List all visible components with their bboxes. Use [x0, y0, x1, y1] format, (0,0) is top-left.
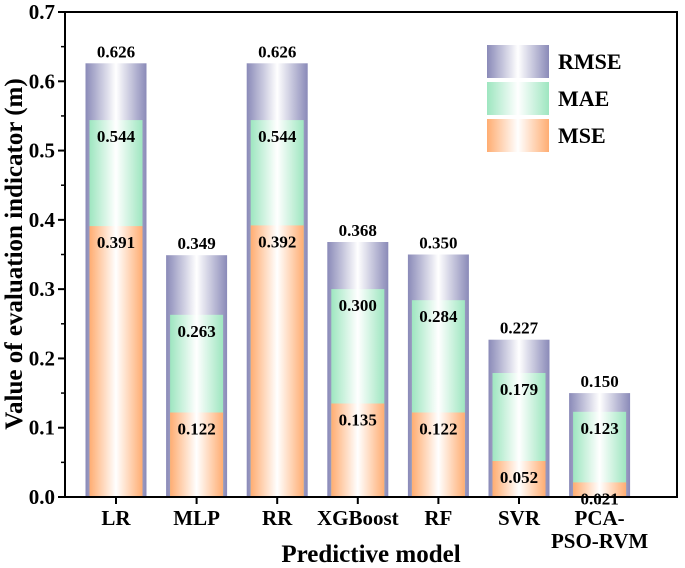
legend-label-rmse: RMSE: [558, 49, 622, 74]
x-tick-label: RR: [262, 506, 293, 530]
value-label-mae-4: 0.284: [419, 307, 458, 326]
bar-mse-1: [170, 412, 224, 497]
y-tick-label: 0.3: [29, 277, 55, 301]
x-tick-label: RF: [424, 506, 452, 530]
x-tick-label: LR: [101, 506, 131, 530]
value-label-mse-2: 0.392: [258, 232, 296, 251]
value-label-mse-0: 0.391: [97, 233, 135, 252]
value-label-rmse-0: 0.626: [97, 42, 135, 61]
bar-mse-4: [411, 412, 465, 497]
bar-mse-3: [331, 403, 385, 497]
value-label-rmse-1: 0.349: [177, 234, 215, 253]
bar-mse-5: [492, 461, 546, 497]
legend-label-mse: MSE: [558, 123, 606, 148]
x-tick-label: SVR: [498, 506, 541, 530]
value-label-mae-3: 0.300: [339, 296, 377, 315]
bars: [85, 63, 631, 498]
legend: RMSE MAE MSE: [487, 45, 622, 152]
value-label-rmse-2: 0.626: [258, 42, 296, 61]
value-label-mse-4: 0.122: [419, 420, 457, 439]
x-tick-label: MLP: [173, 506, 220, 530]
y-axis: 0.0 0.1 0.2 0.3 0.4 0.5 0.6 0.7: [29, 0, 65, 509]
y-tick-label: 0.5: [29, 139, 55, 163]
value-label-mae-0: 0.544: [97, 127, 136, 146]
bar-mse-2: [250, 225, 304, 497]
value-label-mae-2: 0.544: [258, 127, 297, 146]
x-axis-title: Predictive model: [281, 541, 460, 568]
value-label-mse-1: 0.122: [177, 420, 215, 439]
y-axis-title: Value of evaluation indicator (m): [1, 78, 28, 429]
legend-label-mae: MAE: [558, 86, 609, 111]
x-tick-label: XGBoost: [317, 506, 399, 530]
value-label-mae-6: 0.123: [580, 419, 618, 438]
legend-swatch-mse: [487, 119, 549, 152]
y-tick-label: 0.6: [29, 69, 55, 93]
y-tick-label: 0.7: [29, 0, 55, 24]
value-label-rmse-4: 0.350: [419, 234, 457, 253]
y-tick-label: 0.4: [29, 208, 56, 232]
x-tick-label: PCA-: [575, 506, 625, 530]
x-axis: LR MLP RR XGBoost RF SVR PCA-PSO-RVM: [101, 497, 648, 553]
value-label-rmse-5: 0.227: [500, 319, 539, 338]
x-tick-label: PSO-RVM: [551, 529, 648, 553]
bar-mse-6: [573, 482, 627, 497]
value-label-mae-5: 0.179: [500, 380, 538, 399]
y-tick-label: 0.1: [29, 416, 55, 440]
value-labels: 0.626 0.349 0.626 0.368 0.350 0.227 0.150 0.544…: [97, 42, 619, 508]
value-label-mse-5: 0.052: [500, 468, 538, 487]
value-label-mae-1: 0.263: [177, 322, 215, 341]
legend-swatch-rmse: [487, 45, 549, 78]
value-label-rmse-3: 0.368: [339, 221, 377, 240]
y-tick-label: 0.0: [29, 485, 55, 509]
value-label-rmse-6: 0.150: [580, 372, 618, 391]
legend-swatch-mae: [487, 82, 549, 115]
y-tick-label: 0.2: [29, 346, 55, 370]
bar-mse-0: [89, 226, 143, 497]
value-label-mse-3: 0.135: [339, 411, 377, 430]
